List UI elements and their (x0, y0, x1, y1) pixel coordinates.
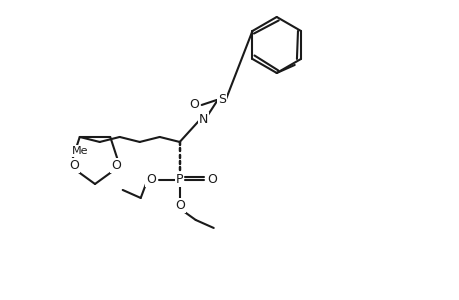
Text: S: S (217, 94, 225, 106)
Text: O: O (111, 158, 120, 172)
Text: O: O (69, 158, 79, 172)
Text: Me: Me (71, 146, 88, 156)
Text: O: O (174, 200, 184, 212)
Text: O: O (207, 173, 216, 187)
Text: P: P (176, 173, 183, 187)
Text: N: N (199, 113, 208, 127)
Text: O: O (146, 173, 155, 187)
Text: O: O (188, 98, 198, 112)
